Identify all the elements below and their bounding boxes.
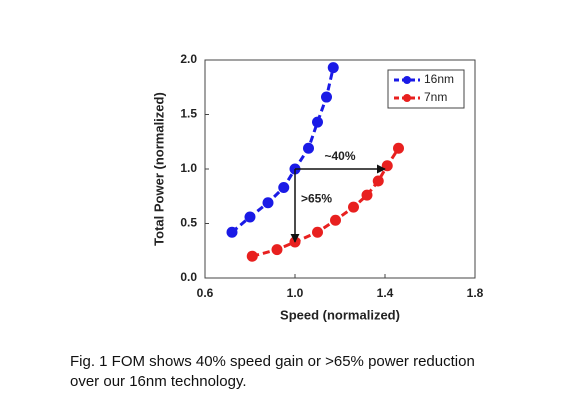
point	[330, 214, 341, 226]
legend-box	[387, 69, 465, 109]
point	[271, 244, 283, 256]
point	[246, 250, 258, 262]
point	[348, 201, 359, 213]
series-line	[231, 67, 335, 234]
annotation: >65%	[301, 192, 332, 206]
point	[244, 211, 256, 223]
x-tick-label: 0.6	[197, 286, 214, 300]
y-tick-label: 2.0	[180, 52, 197, 66]
y-tick-label: 1.5	[180, 107, 197, 121]
point	[372, 175, 384, 187]
annotation: ~40%	[324, 149, 355, 163]
caption-line: over our 16nm technology.	[70, 373, 247, 390]
point	[312, 116, 323, 128]
x-tick-label: 1.8	[467, 286, 484, 300]
x-tick-label: 1.4	[377, 286, 394, 300]
point	[262, 197, 274, 209]
point	[321, 91, 332, 103]
x-axis-label: Speed (normalized)	[280, 307, 400, 322]
x-tick-label: 1.0	[287, 286, 304, 300]
y-tick-label: 0.5	[180, 216, 197, 230]
point	[226, 226, 238, 238]
point	[393, 142, 404, 154]
legend-label: 16nm	[424, 72, 454, 86]
y-tick-label: 1.0	[180, 161, 197, 175]
legend-marker	[403, 94, 411, 102]
point	[361, 189, 373, 201]
y-tick-label: 0.0	[180, 270, 197, 284]
caption-line: Fig. 1 FOM shows 40% speed gain or >65% …	[70, 353, 475, 370]
point	[303, 142, 314, 154]
point	[278, 182, 290, 194]
legend-marker	[403, 76, 411, 84]
y-axis-label: Total Power (normalized)	[151, 92, 166, 246]
point	[312, 226, 323, 238]
legend-label: 7nm	[424, 90, 447, 104]
point	[327, 62, 339, 74]
